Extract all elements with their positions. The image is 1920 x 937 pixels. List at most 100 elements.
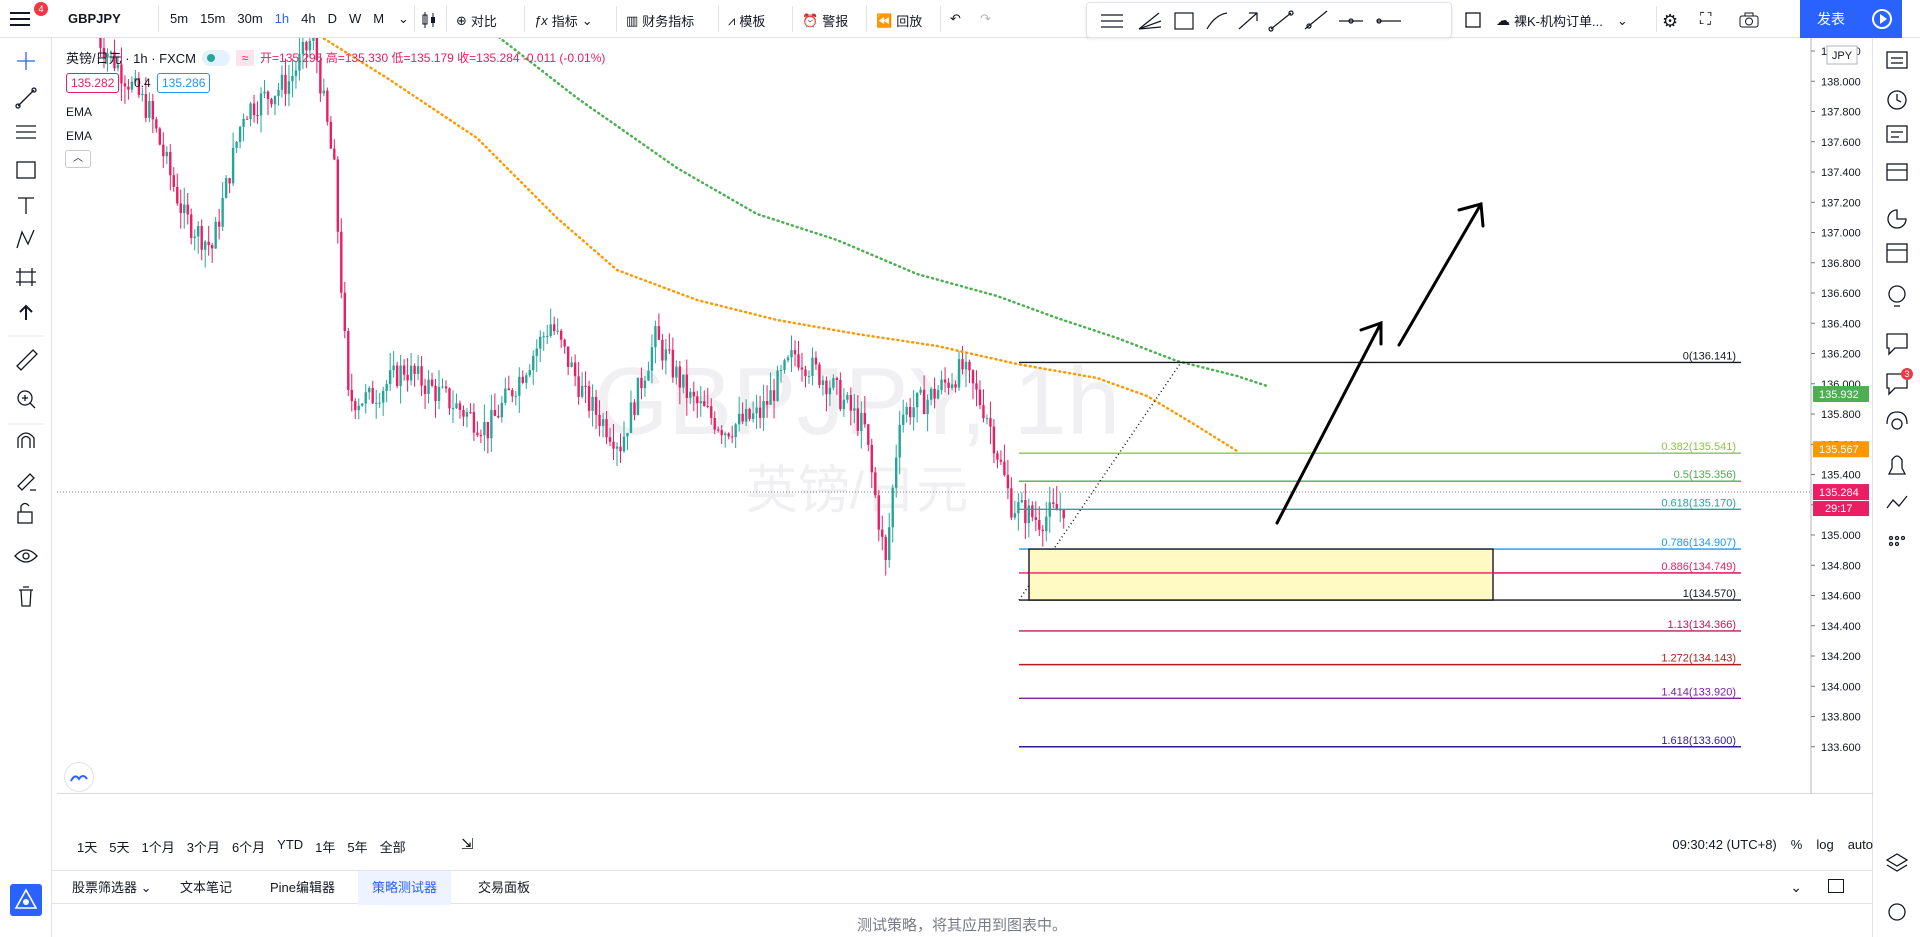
fib-retracement-icon[interactable] [1101,14,1123,28]
streams-icon[interactable] [1886,411,1908,430]
indicators-button[interactable]: ƒx 指标 ⌄ [534,11,593,30]
tab-stock-screener[interactable]: 股票筛选器 ⌄ [72,880,152,895]
chevron-down-icon[interactable]: ⌄ [398,11,409,26]
arrow-tool-icon[interactable] [1238,12,1258,30]
interval-w[interactable]: W [348,11,362,26]
buy-price[interactable]: 135.286 [157,73,211,93]
gann-fan-icon[interactable] [1138,12,1162,30]
interval-5m[interactable]: 5m [170,11,189,26]
financials-button[interactable]: ▥ 财务指标 [626,11,694,30]
zoom-in-icon[interactable] [17,390,36,409]
lock-drawings-icon[interactable] [17,473,36,491]
unlock-icon[interactable] [17,502,33,524]
interval-4h[interactable]: 4h [301,11,316,26]
ema-legend-1[interactable]: EMA [66,105,93,119]
range-2[interactable]: 1个月 [141,840,175,855]
rectangle-tool-icon[interactable] [1174,12,1194,30]
range-4[interactable]: 6个月 [231,840,266,855]
alerts-button[interactable]: ⏰ 警报 [802,11,848,30]
news-icon[interactable] [1886,125,1908,143]
ideas-icon[interactable] [1888,285,1906,307]
candle-body [874,472,877,496]
rectangle-icon[interactable] [16,161,36,179]
prediction-icon[interactable] [16,268,36,286]
minimize-icon[interactable]: ⌄ [1790,879,1802,895]
maximize-icon[interactable] [1828,879,1844,893]
tradingview-logo-icon[interactable] [64,762,94,792]
brush-icon[interactable] [1206,12,1228,30]
layers-icon[interactable] [1885,853,1909,872]
eye-icon[interactable] [14,549,38,563]
range-0[interactable]: 1天 [77,840,98,855]
candle-body [277,89,280,96]
gear-icon[interactable]: ⚙ [1662,11,1679,31]
range-8[interactable]: 全部 [379,840,406,855]
dots-icon[interactable] [1888,535,1906,547]
range-6[interactable]: 1年 [315,840,336,855]
horizontal-ray-icon[interactable] [1376,18,1401,24]
templates-button[interactable]: ⩘ 模板 [728,11,765,30]
range-5[interactable]: YTD [277,837,304,852]
symbol-search[interactable]: GBPJPY [68,11,121,26]
candles-icon[interactable] [420,11,438,29]
range-7[interactable]: 5年 [347,840,368,855]
percent-scale-toggle[interactable]: % [1790,837,1803,852]
calendar-icon[interactable] [1886,243,1908,263]
auto-scale-toggle[interactable]: auto [1847,837,1873,852]
tab-strategy-tester[interactable]: 策略测试器 [358,871,452,905]
candle-body [971,370,975,384]
layout-selector[interactable]: ☁ 裸K-机构订单... ⌄ [1496,11,1628,30]
interval-30m[interactable]: 30m [237,11,263,26]
collapse-legend-button[interactable]: ︿ [65,150,91,168]
interval-d[interactable]: D [327,11,337,26]
watchlist-list-icon[interactable] [1886,51,1908,69]
arrow-up-icon[interactable] [19,304,33,320]
compare-button[interactable]: ⊕ 对比 [456,11,497,30]
hotlist-icon[interactable] [1887,209,1907,229]
fib-icon[interactable] [16,125,36,139]
camera-icon[interactable] [1738,11,1760,29]
interval-15m[interactable]: 15m [200,11,226,26]
menu-icon[interactable] [10,8,36,30]
interval-m[interactable]: M [373,11,385,26]
help-icon[interactable] [1888,903,1906,921]
legend-title[interactable]: 英镑/日元 · 1h · FXCM [66,51,197,66]
trash-icon[interactable] [19,586,33,607]
publish-button[interactable]: 发表 [1800,0,1862,38]
ray-icon[interactable] [1304,10,1328,30]
watchlist-icon[interactable] [10,884,42,916]
tab-pine-editor[interactable]: Pine编辑器 [270,880,336,895]
log-scale-toggle[interactable]: log [1816,837,1834,852]
clock-readout[interactable]: 09:30:42 (UTC+8) [1672,837,1777,852]
interval-1h[interactable]: 1h [274,11,290,26]
crosshair-icon[interactable] [17,52,35,70]
sell-price[interactable]: 135.282 [66,73,120,93]
range-3[interactable]: 3个月 [186,840,220,855]
ema-legend-2[interactable]: EMA [66,129,93,143]
candle-body [1038,520,1041,530]
replay-button[interactable]: ⏪ 回放 [876,11,922,30]
square-icon[interactable] [1464,11,1482,29]
magnet-icon[interactable] [17,432,35,448]
redo-icon[interactable]: ↷ [980,11,991,26]
goto-date-icon[interactable]: ⇲ [461,836,474,853]
alarm-clock-icon[interactable] [1887,90,1907,110]
notifications-icon[interactable] [1887,455,1907,475]
chat-icon[interactable] [1886,333,1908,356]
tab-trading-panel[interactable]: 交易面板 [478,880,531,895]
horizontal-line-icon[interactable] [1339,18,1363,24]
ruler-icon[interactable] [16,349,38,371]
fullscreen-icon[interactable]: ⛶ [1700,11,1712,28]
text-icon[interactable] [18,197,34,214]
price-chart[interactable]: GBPJPY, 1h英镑/日元138.200138.000137.800137.… [57,38,1873,794]
trend-line-icon[interactable] [1268,10,1294,32]
play-button[interactable] [1862,0,1902,38]
pattern-icon[interactable] [16,229,35,249]
trend-icon[interactable] [1886,495,1908,509]
tab-text-notes[interactable]: 文本笔记 [180,880,233,895]
undo-icon[interactable]: ↶ [950,11,961,26]
indicator-toggle-icon[interactable]: ≈ [236,49,255,66]
trend-line-icon[interactable] [15,87,37,109]
data-window-icon[interactable] [1886,163,1908,181]
range-1[interactable]: 5天 [109,840,130,855]
